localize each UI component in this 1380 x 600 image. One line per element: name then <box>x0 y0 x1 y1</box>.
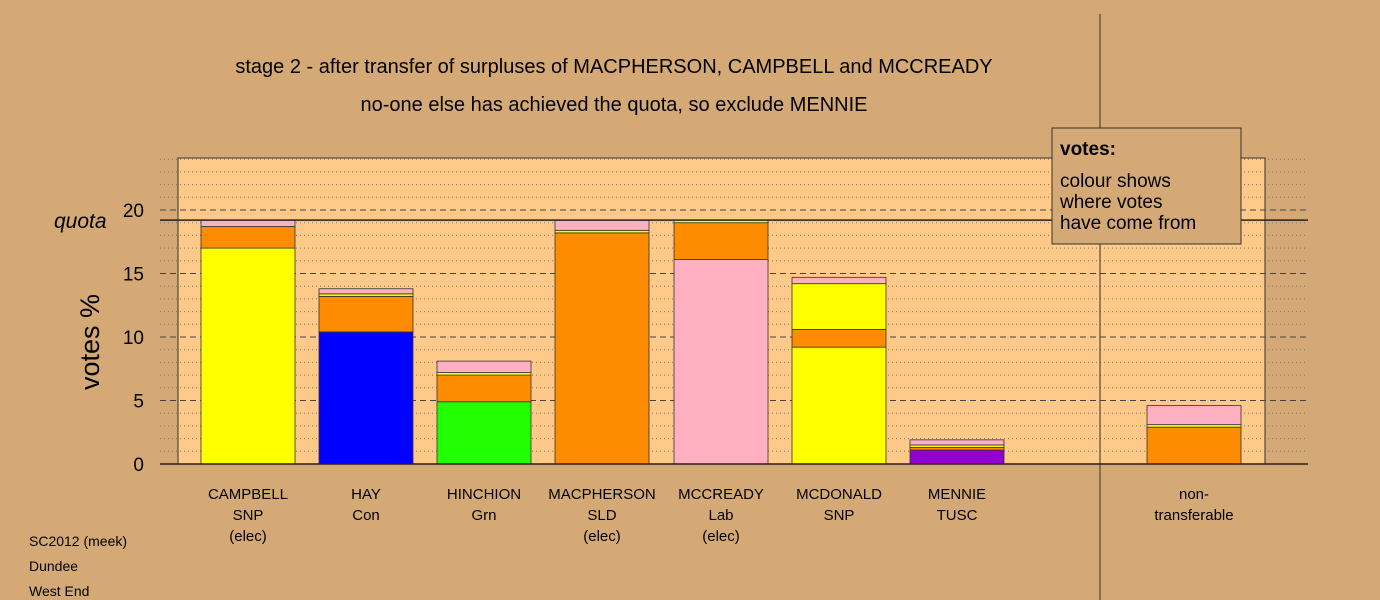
bar-segment-lab <box>1146 405 1242 426</box>
quota-label: quota <box>54 210 107 233</box>
nontransferable-label: non- <box>1179 486 1209 503</box>
y-tick-label: 20 <box>123 201 144 222</box>
bar-segment-lab <box>673 259 769 465</box>
chart-title: stage 2 - after transfer of surpluses of… <box>235 56 992 78</box>
bar-segment-lab <box>791 276 887 285</box>
bar-segment-sld <box>673 222 769 260</box>
legend-title: votes: <box>1060 139 1116 160</box>
nontransferable-label: transferable <box>1154 507 1233 524</box>
legend-line-1: colour shows <box>1060 171 1171 192</box>
bar-segment-lab <box>909 439 1005 446</box>
chart-subtitle: no-one else has achieved the quota, so e… <box>361 94 868 116</box>
bar-segment-lab <box>200 219 296 227</box>
candidate-label: HINCHION <box>447 486 521 503</box>
bar-segment-sld <box>1146 426 1242 465</box>
y-tick-label: 10 <box>123 328 144 349</box>
legend-line-3: have come from <box>1060 213 1196 234</box>
bar-segment-snp <box>791 346 887 465</box>
bar-segment-lab <box>436 360 532 373</box>
y-tick-label: 15 <box>123 265 144 286</box>
bar-segment-snp <box>791 283 887 330</box>
legend-box: votes: colour shows where votes have com… <box>1051 127 1242 245</box>
bar-segment-tusc <box>909 449 1005 465</box>
bar-segment-sld <box>436 374 532 403</box>
candidate-label: Grn <box>471 507 496 524</box>
bar-segment-con <box>318 331 414 465</box>
candidate-label: (elec) <box>583 528 621 545</box>
candidate-label: MENNIE <box>928 486 986 503</box>
bars <box>200 219 1242 465</box>
candidate-label: SNP <box>824 507 855 524</box>
bar-segment-sld <box>791 328 887 348</box>
bar-segment-sld <box>554 232 650 465</box>
candidate-label: Con <box>352 507 380 524</box>
candidate-label: MACPHERSON <box>548 486 656 503</box>
candidate-label: MCDONALD <box>796 486 882 503</box>
candidate-label: CAMPBELL <box>208 486 288 503</box>
candidate-label: SNP <box>233 507 264 524</box>
bar-segment-grn <box>436 401 532 465</box>
candidate-label: HAY <box>351 486 381 503</box>
legend-box-frame <box>1051 127 1242 245</box>
candidate-label: (elec) <box>229 528 267 545</box>
bar-segment-snp <box>200 247 296 465</box>
bar-segment-lab <box>318 288 414 295</box>
candidate-labels: CAMPBELL SNP (elec) HAY Con HINCHION Grn MACPHE… <box>208 486 1234 545</box>
bar-segment-sld <box>200 226 296 249</box>
y-tick-label: 0 <box>133 455 144 476</box>
candidate-label: MCCREADY <box>678 486 764 503</box>
legend-line-2: where votes <box>1059 192 1162 213</box>
footer-election: SC2012 (meek) <box>29 533 127 549</box>
footer-ward: West End <box>29 583 89 599</box>
candidate-label: (elec) <box>702 528 740 545</box>
bar-segment-lab <box>554 219 650 231</box>
candidate-label: TUSC <box>937 507 978 524</box>
y-tick-labels: 0 5 10 15 20 <box>123 201 144 476</box>
footer-council: Dundee <box>29 558 78 574</box>
candidate-label: Lab <box>708 507 733 524</box>
bar-segment-sld <box>318 295 414 333</box>
candidate-label: SLD <box>587 507 616 524</box>
y-tick-label: 5 <box>133 392 144 413</box>
y-axis-label: votes % <box>75 294 105 390</box>
